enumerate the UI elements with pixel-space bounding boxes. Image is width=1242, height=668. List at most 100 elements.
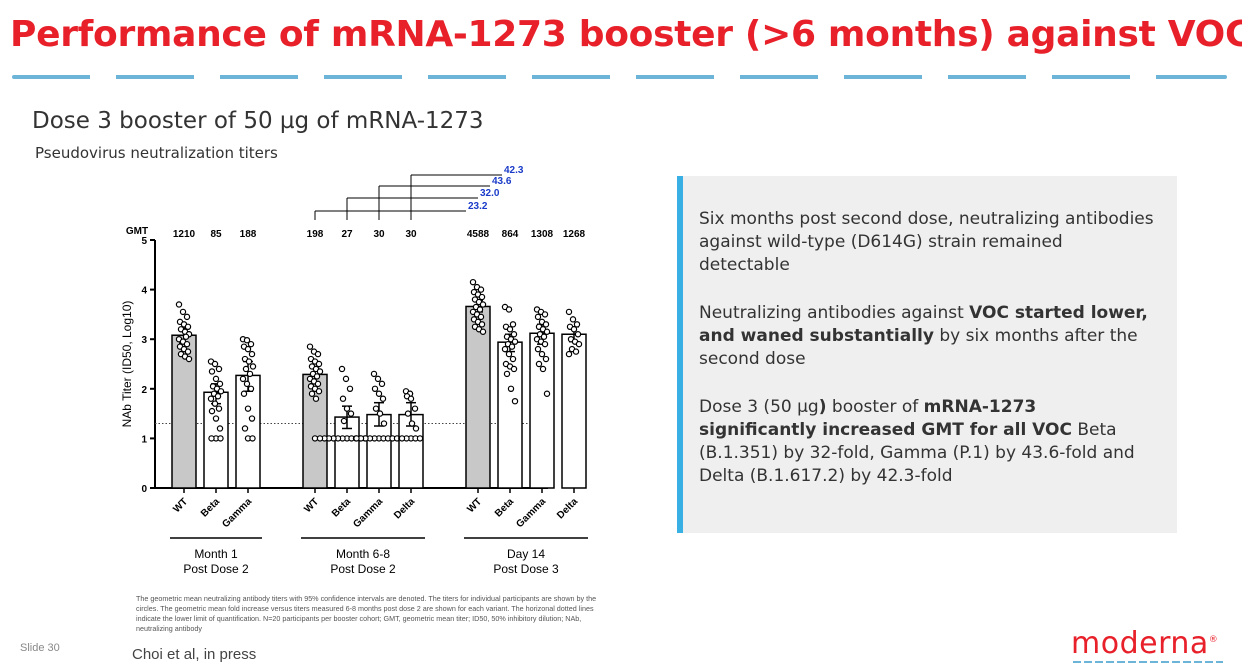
participant-point [569,316,577,323]
participant-point [347,410,355,417]
finding-2-segment-2: VOC started lower, and waned substantial… [699,303,1148,346]
participant-point [245,358,253,365]
finding-2-segment-1: Neutralizing antibodies against [699,303,970,323]
participant-point [208,407,216,415]
title-divider [12,75,1227,79]
participant-point [316,368,324,375]
chart-subtitle: Dose 3 booster of 50 µg of mRNA-1273 [32,108,484,134]
participant-point [370,370,378,378]
participant-point [374,375,382,383]
x-tick-label: Gamma [351,496,385,530]
gmt-value-label: 1308 [531,229,554,240]
logo-text: moderna [1071,626,1209,661]
participant-point [175,301,183,308]
participant-point [247,385,255,392]
participant-point [534,313,542,321]
participant-point [179,308,187,316]
x-tick-label: Gamma [220,496,254,530]
participant-point [407,395,415,402]
participant-point [380,420,388,427]
participant-point [534,345,542,353]
participant-point [208,368,216,375]
gmt-value-label: 1210 [173,229,196,240]
participant-point [215,365,223,373]
participant-point [511,338,519,345]
participant-point [342,375,350,383]
y-tick-label: 5 [141,236,147,247]
participant-point [511,397,519,405]
participant-point [353,435,360,442]
finding-3-segment-5: Beta (B.1.351) by 32-fold, Gamma (P.1) b… [699,420,1135,486]
chart-caption: Pseudovirus neutralization titers [35,144,278,162]
participant-point [183,313,191,321]
x-tick-label: Beta [199,496,222,519]
y-tick-label: 4 [141,286,147,297]
group-label-line1: Month 1 [194,547,238,561]
participant-point [306,343,314,350]
participant-point [185,355,193,363]
participant-point [574,331,582,338]
x-tick-label: Delta [555,496,580,521]
participant-point [244,345,252,353]
bar-delta [561,333,587,489]
participant-point [541,340,549,348]
participant-point [505,350,513,358]
participant-point [398,435,406,442]
participant-point [378,380,386,388]
participant-point [346,385,354,392]
group-label-line2: Post Dose 3 [493,562,559,576]
participant-point [565,308,573,316]
finding-2-segment-3: by six months after the second dose [699,326,1138,369]
x-tick-label: Beta [330,496,353,519]
gmt-value-label: 85 [210,229,222,240]
participant-point [308,390,316,397]
y-tick-label: 3 [141,335,147,346]
participant-point [315,360,323,368]
participant-point [249,435,256,442]
logo-registered-mark: ® [1208,635,1219,645]
group-label-line2: Post Dose 2 [183,562,249,576]
participant-point [216,380,224,388]
group-label-line1: Day 14 [507,547,545,561]
participant-point [501,345,509,353]
participant-point [316,435,324,442]
participant-point [371,385,379,392]
participant-point [211,400,219,407]
fold-change-label: 32.0 [480,188,500,199]
participant-point [314,350,322,358]
gmt-value-label: 198 [307,229,324,240]
participant-point [509,321,517,328]
participant-point [478,293,486,301]
participant-point [572,348,580,355]
participant-point [183,340,191,348]
participant-point [570,326,578,333]
x-tick-label: WT [171,496,190,515]
group-label-line2: Post Dose 2 [330,562,396,576]
finding-3-segment-2: ) [818,397,827,417]
participant-point [243,380,251,388]
x-tick-label: Gamma [514,496,548,530]
participant-point [404,410,412,417]
participant-point [339,395,347,402]
participant-point [241,425,249,432]
x-tick-label: WT [465,496,484,515]
participant-point [478,321,486,328]
participant-point [243,336,251,344]
participant-point [411,405,419,412]
participant-point [541,311,549,318]
participant-point [217,435,224,442]
x-tick-label: Beta [493,496,516,519]
participant-point [469,278,477,286]
participant-point [207,395,215,402]
participant-point [313,373,321,380]
participant-point [543,390,551,397]
participant-point [509,355,517,363]
chart-footnote: The geometric mean neutralizing antibody… [136,594,597,633]
finding-3-segment-3: booster of [826,397,924,417]
participant-point [338,365,346,373]
logo-underline [1073,661,1223,663]
moderna-logo: moderna® [1071,626,1218,661]
participant-point [239,375,247,383]
participant-point [248,350,256,358]
participant-point [543,328,551,335]
